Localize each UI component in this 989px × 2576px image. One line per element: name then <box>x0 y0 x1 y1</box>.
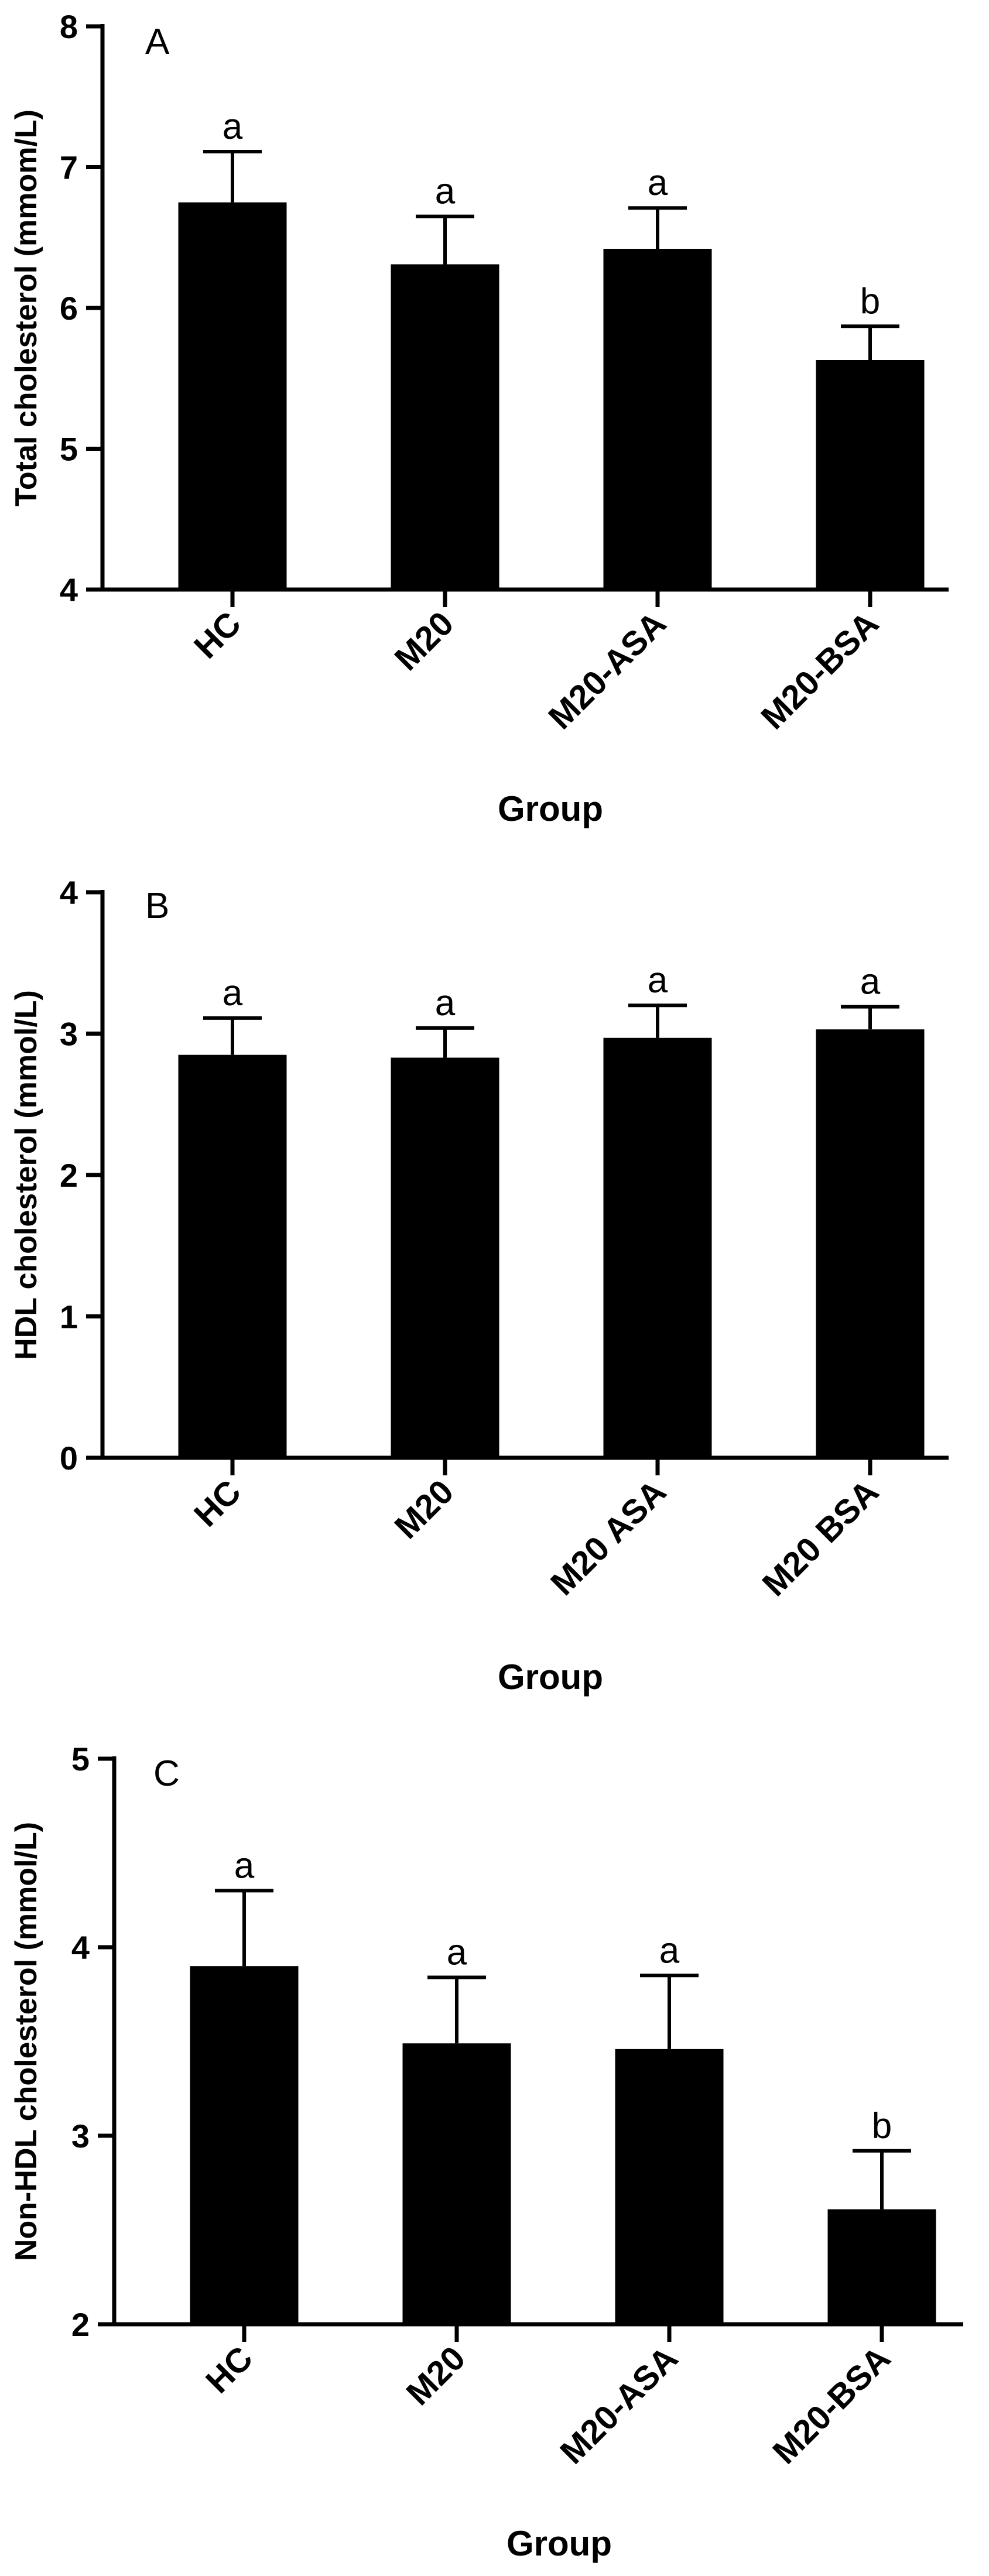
y-tick-label: 7 <box>60 149 78 186</box>
panel-label: A <box>145 22 170 62</box>
significance-letter: a <box>435 172 456 212</box>
bar-m20 <box>391 264 499 590</box>
y-tick-label: 1 <box>60 1299 78 1335</box>
bar-hc <box>190 1966 299 2324</box>
significance-letter: a <box>223 973 243 1013</box>
x-tick-label: M20-ASA <box>541 604 673 737</box>
significance-letter: a <box>223 107 243 147</box>
y-tick-label: 5 <box>60 431 78 468</box>
x-tick-label: M20 <box>387 604 461 678</box>
x-tick-label: HC <box>187 604 248 666</box>
bar-m20 <box>391 1057 499 1458</box>
significance-letter: b <box>860 281 880 321</box>
significance-letter: a <box>234 1845 255 1886</box>
y-axis-title: Total cholesterol (mmom/L) <box>9 109 43 506</box>
y-tick-label: 4 <box>60 571 78 608</box>
bar-m20-bsa <box>816 1029 925 1458</box>
y-tick-label: 0 <box>60 1440 78 1477</box>
y-tick-label: 2 <box>71 2306 90 2343</box>
panel-label: C <box>153 1753 180 1794</box>
y-tick-label: 4 <box>60 874 78 911</box>
significance-letter: a <box>648 960 668 1001</box>
y-tick-label: 3 <box>71 2118 90 2154</box>
y-tick-label: 3 <box>60 1016 78 1053</box>
chart-panel-a: a a a b 4 5 6 7 8 HC M20 M20-ASA M20-BSA Total choles… <box>9 8 949 828</box>
x-axis-title: Group <box>498 789 603 828</box>
significance-letter: a <box>435 983 456 1023</box>
x-tick-label: M20 BSA <box>755 1472 886 1604</box>
y-axis-title: Non-HDL cholesterol (mmol/L) <box>9 1822 43 2261</box>
x-tick-label: M20-BSA <box>754 604 886 737</box>
bar-m20-bsa <box>827 2209 936 2324</box>
significance-letter: a <box>659 1930 680 1971</box>
x-tick-label: M20-BSA <box>765 2339 898 2471</box>
x-tick-label: M20 ASA <box>543 1472 673 1602</box>
y-axis-title: HDL cholesterol (mmol/L) <box>9 990 43 1360</box>
panel-label: B <box>145 886 169 926</box>
bar-hc <box>178 202 287 590</box>
bar-hc <box>178 1054 287 1458</box>
bar-m20-asa <box>615 2049 724 2324</box>
chart-panel-c: a a a b 2 3 4 5 HC M20 M20-ASA M20-BSA Non-HDL chole… <box>9 1741 963 2563</box>
y-tick-label: 4 <box>71 1929 90 1966</box>
significance-letter: a <box>648 163 668 203</box>
y-tick-label: 2 <box>60 1157 78 1194</box>
x-tick-label: M20 <box>399 2339 473 2413</box>
chart-panel-b: a a a a 0 1 2 3 4 HC M20 M20 ASA M20 BSA HDL choleste… <box>9 874 949 1697</box>
x-axis-title: Group <box>498 1657 603 1697</box>
bar-m20-asa <box>603 248 712 590</box>
x-tick-label: HC <box>187 1472 248 1534</box>
y-tick-label: 6 <box>60 290 78 327</box>
bar-m20 <box>402 2043 511 2324</box>
bar-m20-asa <box>603 1037 712 1458</box>
x-tick-label: HC <box>199 2339 260 2400</box>
bar-m20-bsa <box>816 359 925 590</box>
y-tick-label: 8 <box>60 8 78 45</box>
x-axis-title: Group <box>507 2524 612 2563</box>
significance-letter: a <box>447 1933 467 1973</box>
x-tick-label: M20 <box>387 1472 461 1546</box>
x-tick-label: M20-ASA <box>553 2339 685 2471</box>
significance-letter: b <box>872 2106 892 2146</box>
y-tick-label: 5 <box>71 1741 90 1777</box>
significance-letter: a <box>860 962 881 1002</box>
